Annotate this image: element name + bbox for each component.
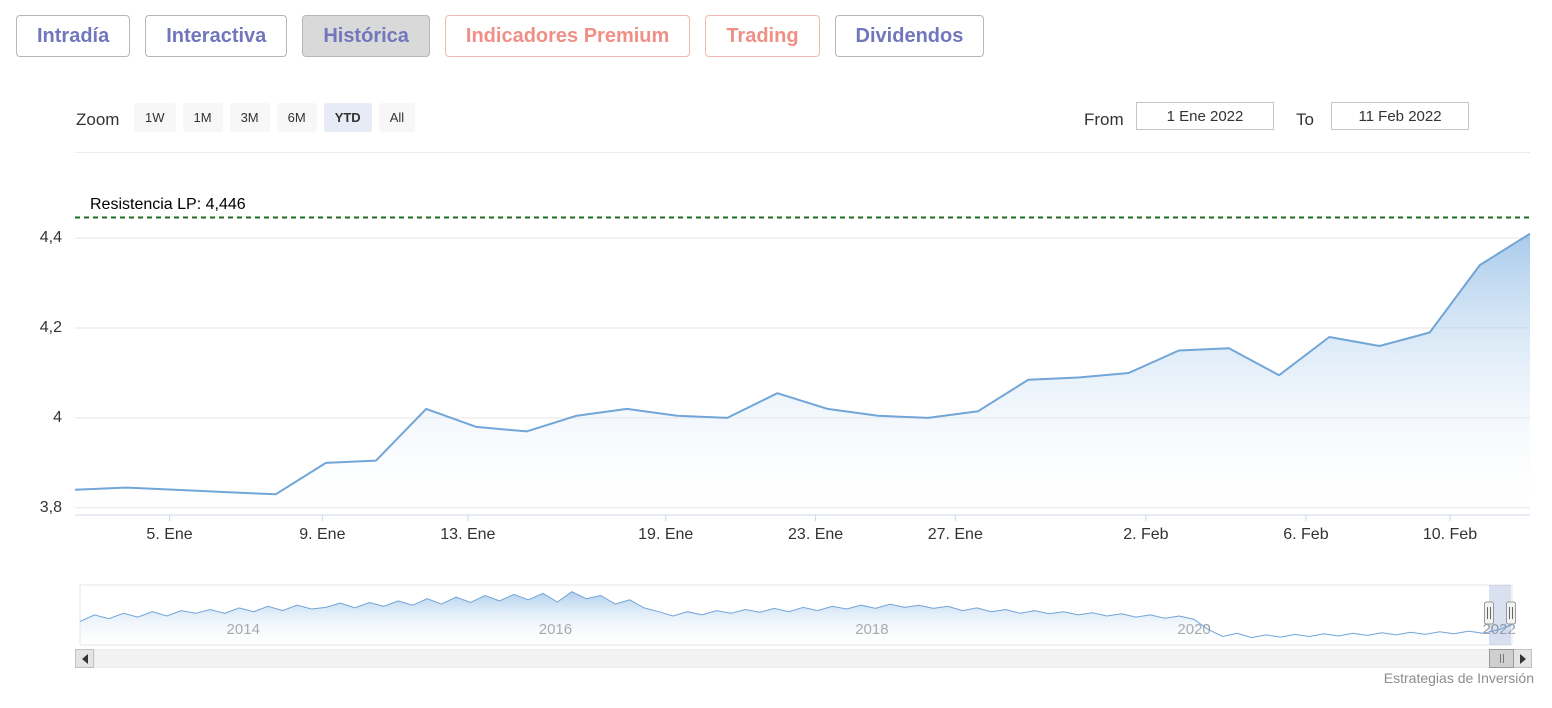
scrollbar-thumb[interactable] [1489, 649, 1514, 668]
scrollbar-left-button[interactable] [75, 649, 94, 668]
zoom-button-group: 1W 1M 3M 6M YTD All [134, 103, 416, 132]
from-label: From [1084, 110, 1124, 129]
zoom-1w-button[interactable]: 1W [134, 103, 176, 132]
tab-intradia[interactable]: Intradía [16, 15, 131, 57]
navigator-selected-mask [1489, 585, 1511, 645]
scrollbar-right-button[interactable] [1513, 649, 1532, 668]
scrollbar-track[interactable] [94, 649, 1514, 668]
scrollbar-left-arrow-icon [81, 653, 88, 664]
tab-indicadores-premium[interactable]: Indicadores Premium [444, 15, 691, 57]
navigator-handle-right[interactable] [1506, 601, 1516, 625]
scrollbar-thumb-grip-icon [1499, 654, 1501, 663]
tab-trading[interactable]: Trading [705, 15, 820, 57]
tab-interactiva[interactable]: Interactiva [145, 15, 288, 57]
zoom-all-button[interactable]: All [378, 103, 416, 132]
zoom-1m-button[interactable]: 1M [182, 103, 223, 132]
price-area-fill [75, 233, 1530, 515]
scrollbar-right-arrow-icon [1519, 653, 1526, 664]
credit-text: Estrategias de Inversión [1383, 670, 1534, 686]
to-date-input[interactable] [1331, 102, 1469, 130]
navigator-area-fill [80, 591, 1512, 645]
scrollbar-thumb-grip-icon [1502, 654, 1504, 663]
tab-historica[interactable]: Histórica [302, 15, 430, 57]
navigator-handle-left[interactable] [1484, 601, 1494, 625]
zoom-3m-button[interactable]: 3M [229, 103, 270, 132]
zoom-label: Zoom [76, 110, 120, 129]
toolbar-divider [75, 152, 1530, 153]
zoom-ytd-button[interactable]: YTD [323, 103, 372, 132]
tab-bar: Intradía Interactiva Histórica Indicadores … [16, 15, 985, 57]
navigator-series-line [79, 591, 1513, 639]
price-series-line [74, 232, 1531, 496]
from-date-input[interactable] [1136, 102, 1274, 130]
to-label: To [1296, 110, 1314, 129]
tab-dividendos[interactable]: Dividendos [834, 15, 985, 57]
zoom-6m-button[interactable]: 6M [276, 103, 317, 132]
